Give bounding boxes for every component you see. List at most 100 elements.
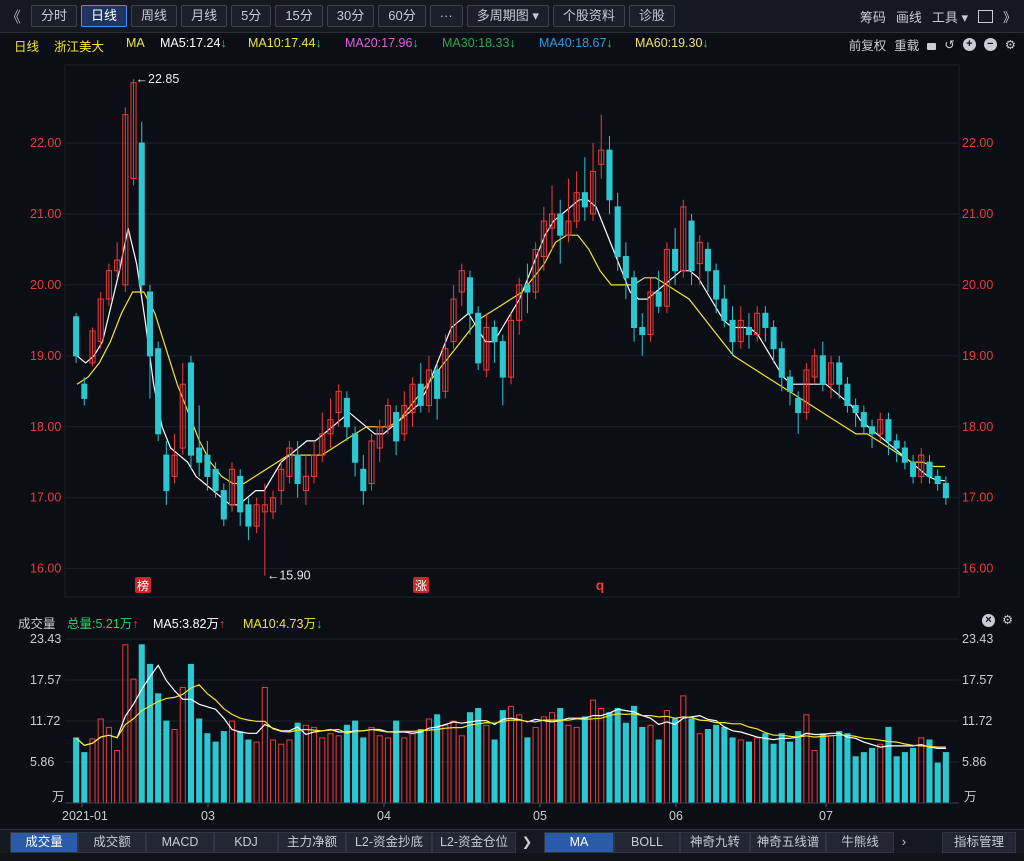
tab-kdj[interactable]: KDJ [214, 832, 278, 853]
candle-down [606, 149, 613, 201]
volume-bar-up [384, 737, 391, 804]
period-tab-timeshare[interactable]: 分时 [31, 5, 78, 27]
tab-volume[interactable]: 成交量 [10, 832, 78, 853]
period-tab-60min[interactable]: 60分 [378, 5, 426, 27]
close-indicator-icon[interactable]: × [982, 614, 995, 627]
volume-bar-up [573, 726, 580, 804]
volume-tick-right: 17.57 [962, 673, 993, 687]
stock-info-button[interactable]: 个股资料 [552, 5, 625, 27]
period-tab-30min[interactable]: 30分 [326, 5, 375, 27]
volume-bar-down [901, 752, 908, 804]
multi-period-dropdown[interactable]: 多周期图 ▾ [466, 5, 549, 27]
candle-down [360, 468, 367, 492]
volume-bar-down [934, 762, 941, 804]
forward-adjust-button[interactable]: 前复权 [848, 39, 887, 53]
volume-tick-left: 23.43 [30, 632, 61, 646]
candle-up [368, 440, 375, 485]
candle-down [220, 490, 227, 520]
period-tab-daily[interactable]: 日线 [81, 5, 128, 27]
volume-bar-down [524, 737, 531, 804]
candle-up [532, 248, 539, 293]
undo-icon[interactable]: ↺ [944, 38, 955, 52]
period-tab-weekly[interactable]: 周线 [131, 5, 178, 27]
volume-bar-down [491, 739, 498, 804]
tab-main-net[interactable]: 主力净额 [278, 832, 346, 853]
collapse-right-icon[interactable]: 》 [1002, 9, 1016, 25]
volume-bar-down [942, 752, 949, 804]
zoom-in-icon[interactable]: + [962, 38, 976, 51]
volume-total: 总量:5.21万↑ [67, 617, 139, 631]
volume-bar-up [918, 737, 925, 804]
volume-bar-up [89, 738, 96, 804]
volume-bar-down [245, 739, 252, 804]
volume-bar-down [146, 663, 153, 804]
candle-down [631, 277, 638, 328]
volume-tick-left: 11.72 [30, 714, 60, 728]
tab-boll[interactable]: BOLL [614, 832, 680, 853]
candle-down [926, 461, 933, 477]
tab-bull-bear[interactable]: 牛熊线 [826, 832, 894, 853]
fullscreen-icon[interactable] [977, 9, 993, 23]
volume-bar-up [483, 724, 490, 804]
max-price-label: ←22.85 [136, 72, 180, 86]
tab-macd[interactable]: MACD [146, 832, 214, 853]
stock-name: 浙江美大 [54, 40, 105, 54]
candle-up [130, 82, 137, 179]
period-tab-15min[interactable]: 15分 [275, 5, 323, 27]
volume-bar-down [844, 733, 851, 804]
volume-tick-left: 5.86 [30, 755, 54, 769]
candle-up [319, 433, 326, 456]
tab-ma[interactable]: MA [544, 832, 614, 853]
volume-bar-down [163, 720, 170, 804]
tab-l2-bottom-fishing[interactable]: L2-资金抄底 [346, 832, 432, 853]
candle-down [762, 312, 769, 328]
tabs-next-icon[interactable]: ❯ [516, 832, 538, 853]
volume-chart[interactable]: 23.43 23.43 17.57 17.57 11.72 11.72 5.86 5.86 万 万… [0, 629, 1024, 829]
chips-button[interactable]: 筹码 [859, 9, 886, 25]
tab-turnover[interactable]: 成交额 [78, 832, 146, 853]
candle-down [187, 362, 195, 456]
volume-bar-down [294, 722, 301, 804]
volume-settings-icon[interactable]: ⚙ [1002, 613, 1014, 627]
more-periods-button[interactable]: ··· [429, 5, 463, 27]
volume-title[interactable]: 成交量 [18, 617, 56, 631]
volume-bar-down [417, 729, 424, 804]
price-tick-left: 19.00 [30, 349, 61, 363]
volume-bar-down [869, 747, 876, 804]
candle-up [737, 319, 744, 343]
candlestick-chart[interactable]: 22.00 22.00 21.00 21.00 20.00 20.00 19.00 19.00… [0, 55, 1024, 611]
period-tab-5min[interactable]: 5分 [231, 5, 272, 27]
tab-magic-nine[interactable]: 神奇九转 [680, 832, 750, 853]
candle-up [311, 454, 318, 477]
lock-icon[interactable] [927, 43, 937, 50]
diagnose-button[interactable]: 诊股 [628, 5, 675, 27]
tools-dropdown[interactable]: 工具 ▾ [931, 9, 968, 25]
period-tab-monthly[interactable]: 月线 [181, 5, 228, 27]
volume-bar-down [220, 731, 227, 804]
settings-gear-icon[interactable]: ⚙ [1004, 38, 1016, 52]
volume-bar-down [622, 722, 629, 804]
volume-bar-up [548, 712, 556, 804]
candle-down [524, 284, 531, 293]
volume-bar-down [770, 743, 777, 804]
indicator-manage-button[interactable]: 指标管理 [942, 832, 1016, 853]
candle-down [81, 383, 88, 399]
candle-down [942, 483, 949, 499]
candle-down [860, 412, 867, 428]
tab-magic-five[interactable]: 神奇五线谱 [750, 832, 826, 853]
volume-bar-down [138, 644, 145, 804]
volume-bar-up [179, 687, 186, 804]
price-tick-right: 16.00 [962, 562, 993, 576]
draw-line-button[interactable]: 画线 [895, 9, 922, 25]
volume-bar-up [278, 743, 285, 804]
tab-l2-position[interactable]: L2-资金仓位 [432, 832, 516, 853]
zoom-out-icon[interactable]: − [983, 38, 997, 51]
ma-indicator-label[interactable]: MA [126, 36, 145, 50]
down-arrow-icon: ↓ [315, 617, 323, 631]
tabs-more-icon[interactable]: › [894, 832, 914, 853]
volume-bar-up [114, 750, 121, 804]
volume-bar-up [401, 737, 408, 804]
reload-button[interactable]: 重载 [894, 39, 920, 53]
candle-down [786, 376, 794, 392]
collapse-left-icon[interactable]: 《 [6, 8, 22, 26]
